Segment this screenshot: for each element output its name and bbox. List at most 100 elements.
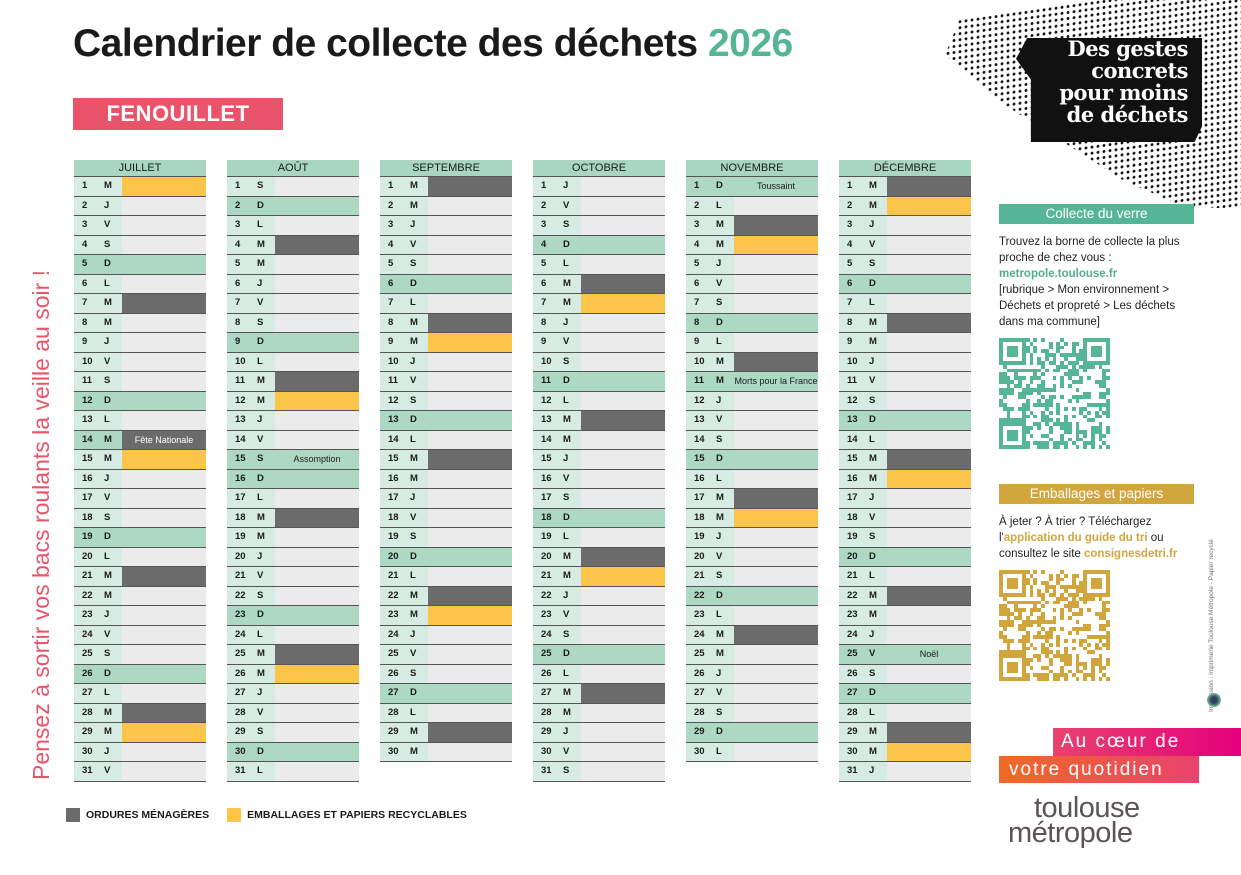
qr-module xyxy=(1083,445,1088,449)
qr-module xyxy=(1052,383,1057,388)
qr-module xyxy=(1010,349,1015,354)
qr-module xyxy=(1083,406,1088,411)
qr-module xyxy=(1018,623,1022,628)
qr-module xyxy=(1041,635,1045,639)
day-letter: M xyxy=(98,703,122,722)
qr-module xyxy=(1002,406,1007,411)
day-cell xyxy=(887,372,971,391)
day-cell xyxy=(122,625,206,644)
qr-module xyxy=(1010,581,1015,586)
qr-module xyxy=(1102,338,1107,342)
day-letter: L xyxy=(251,216,275,235)
qr-module xyxy=(1048,573,1053,578)
day-letter: M xyxy=(404,723,428,742)
qr-module xyxy=(1037,658,1042,662)
qr-module xyxy=(1106,391,1110,396)
day-cell xyxy=(275,586,359,605)
qr-code-verre[interactable] xyxy=(999,338,1110,449)
qr-module xyxy=(999,433,1003,438)
day-cell xyxy=(581,372,665,391)
qr-module xyxy=(1052,619,1057,624)
qr-module xyxy=(1056,677,1061,681)
qr-module xyxy=(1010,665,1015,670)
day-number: 27 xyxy=(686,684,710,703)
day-row: 11 M xyxy=(227,372,359,392)
qr-module xyxy=(1033,441,1038,446)
qr-module xyxy=(1041,677,1045,681)
day-row: 11 S xyxy=(74,372,206,392)
qr-module xyxy=(1041,619,1045,624)
qr-module xyxy=(1052,357,1057,361)
qr-module xyxy=(1021,673,1026,678)
day-letter: L xyxy=(710,196,734,215)
emballages-collection-cell xyxy=(428,606,512,625)
qr-module xyxy=(1064,573,1068,578)
qr-module xyxy=(1102,570,1107,574)
day-row: 29 S xyxy=(227,723,359,743)
qr-module xyxy=(1025,638,1030,643)
day-cell xyxy=(122,547,206,566)
qr-module xyxy=(1094,612,1099,616)
day-letter: J xyxy=(404,216,428,235)
qr-module xyxy=(1090,635,1095,639)
day-number: 11 xyxy=(839,372,863,391)
qr-module xyxy=(1033,349,1038,354)
day-row: 20 D xyxy=(839,547,971,567)
day-row: 13 J xyxy=(227,411,359,431)
day-number: 27 xyxy=(380,684,404,703)
qr-module xyxy=(1071,364,1076,369)
qr-module xyxy=(1025,677,1030,681)
day-number: 31 xyxy=(74,762,98,781)
day-number: 6 xyxy=(533,274,557,293)
day-row: 15 D xyxy=(686,450,818,470)
qr-module xyxy=(1094,646,1099,651)
qr-module xyxy=(1014,368,1019,373)
qr-module xyxy=(1044,368,1049,373)
qr-module xyxy=(1010,406,1015,411)
qr-module xyxy=(1056,403,1061,407)
qr-module xyxy=(1102,592,1107,597)
verre-link[interactable]: metropole.toulouse.fr xyxy=(999,268,1118,280)
guide-du-tri-link[interactable]: application du guide du tri xyxy=(1003,532,1148,544)
qr-module xyxy=(1010,661,1015,666)
qr-module xyxy=(1071,395,1076,400)
day-letter: J xyxy=(98,333,122,352)
day-letter: D xyxy=(710,313,734,332)
qr-module xyxy=(1010,353,1015,358)
day-row: 18 M xyxy=(686,508,818,528)
qr-module xyxy=(1014,445,1019,449)
qr-module xyxy=(1048,345,1053,350)
qr-module xyxy=(1067,422,1072,427)
month-0: JUILLET 1 M 2 J 3 V 4 S 5 D 6 L 7 M 8 M 9 J 10 V 11 S 12 D 13 L 14 M… xyxy=(74,160,206,782)
qr-code-guide-tri[interactable] xyxy=(999,570,1110,681)
day-number: 19 xyxy=(839,528,863,547)
day-row: 26 D xyxy=(74,664,206,684)
day-number: 30 xyxy=(74,742,98,761)
qr-module xyxy=(1064,406,1068,411)
day-row: 24 J xyxy=(839,625,971,645)
qr-module xyxy=(1002,376,1007,381)
day-letter: M xyxy=(557,547,581,566)
day-number: 23 xyxy=(227,606,251,625)
qr-module xyxy=(1106,581,1110,586)
qr-module xyxy=(1002,360,1007,365)
qr-module xyxy=(1048,395,1053,400)
day-number: 27 xyxy=(227,684,251,703)
qr-module xyxy=(1090,596,1095,601)
day-cell xyxy=(275,216,359,235)
qr-module xyxy=(1052,376,1057,381)
day-number: 6 xyxy=(839,274,863,293)
day-row: 16 J xyxy=(74,469,206,489)
day-letter: J xyxy=(557,313,581,332)
day-number: 16 xyxy=(533,469,557,488)
page-title: Calendrier de collecte des déchets 2026 xyxy=(73,22,793,66)
day-number: 8 xyxy=(227,313,251,332)
day-number: 24 xyxy=(74,625,98,644)
day-letter: V xyxy=(98,489,122,508)
consignesdetri-link[interactable]: consignesdetri.fr xyxy=(1084,548,1178,560)
day-row: 24 L xyxy=(227,625,359,645)
qr-module xyxy=(1018,612,1022,616)
day-row: 18 M xyxy=(227,508,359,528)
day-number: 2 xyxy=(74,196,98,215)
